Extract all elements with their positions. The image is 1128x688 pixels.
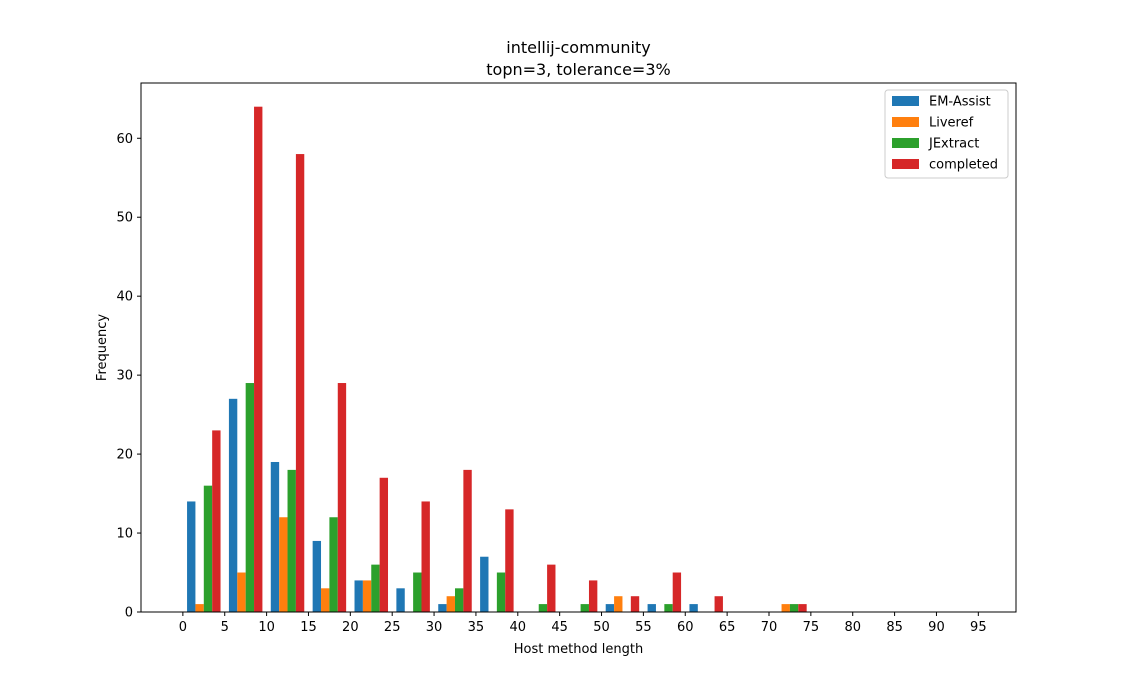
bar-jextract-5 <box>245 383 255 612</box>
bar-jextract-40 <box>538 604 548 612</box>
bar-jextract-70 <box>789 604 799 612</box>
bar-liveref-30 <box>446 596 455 612</box>
x-tick-label: 55 <box>635 620 652 635</box>
bar-em-assist-20 <box>354 580 363 612</box>
legend-label-jextract: JExtract <box>928 137 979 152</box>
y-tick-label: 30 <box>116 369 133 384</box>
y-tick-label: 40 <box>116 290 133 305</box>
chart-subtitle: topn=3, tolerance=3% <box>486 60 670 79</box>
bar-liveref-70 <box>781 604 790 612</box>
bar-jextract-20 <box>371 564 380 612</box>
bar-jextract-55 <box>664 604 673 612</box>
bar-liveref-15 <box>321 588 330 612</box>
legend: EM-Assist Liveref JExtract completed <box>884 89 1009 179</box>
bar-jextract-10 <box>287 469 296 612</box>
legend-label-completed: completed <box>929 158 998 173</box>
x-tick-label: 60 <box>677 620 694 635</box>
bar-jextract-45 <box>580 604 589 612</box>
legend-swatch-jextract <box>892 138 919 148</box>
y-axis-ticks: 0 10 20 30 40 50 60 <box>116 132 141 621</box>
bar-liveref-5 <box>237 572 246 612</box>
legend-label-liveref: Liveref <box>929 116 974 131</box>
legend-swatch-em-assist <box>892 96 919 106</box>
bar-em-assist-10 <box>270 461 280 612</box>
legend-swatch-liveref <box>892 117 919 127</box>
bar-jextract-30 <box>455 588 464 612</box>
legend-swatch-completed <box>892 159 919 169</box>
bars-group <box>187 106 807 612</box>
bar-completed-10 <box>295 154 305 612</box>
bar-jextract-15 <box>329 517 338 612</box>
bar-completed-20 <box>379 477 389 612</box>
bar-jextract-25 <box>413 572 422 612</box>
y-axis-label: Frequency <box>95 314 110 381</box>
bar-completed-0 <box>212 430 221 612</box>
bar-completed-60 <box>714 596 723 612</box>
bar-jextract-35 <box>496 572 506 612</box>
x-tick-label: 10 <box>258 620 275 635</box>
y-tick-label: 20 <box>116 448 133 463</box>
x-axis-label: Host method length <box>514 642 644 657</box>
x-tick-label: 80 <box>844 620 861 635</box>
x-tick-label: 75 <box>803 620 820 635</box>
chart-title: intellij-community <box>506 38 650 57</box>
y-tick-label: 10 <box>116 527 133 542</box>
bar-liveref-0 <box>195 604 204 612</box>
legend-box <box>884 89 1009 179</box>
x-tick-label: 20 <box>342 620 359 635</box>
bar-em-assist-35 <box>480 556 489 612</box>
bar-jextract-0 <box>203 485 213 612</box>
bar-em-assist-60 <box>689 604 698 612</box>
bar-completed-5 <box>254 106 263 612</box>
bar-completed-30 <box>463 469 472 612</box>
x-tick-label: 85 <box>886 620 903 635</box>
bar-completed-70 <box>798 604 807 612</box>
bar-em-assist-15 <box>312 540 322 612</box>
bar-completed-40 <box>547 564 556 612</box>
bar-completed-15 <box>337 383 347 612</box>
bar-em-assist-55 <box>647 604 656 612</box>
x-tick-label: 40 <box>510 620 527 635</box>
bar-liveref-20 <box>362 580 372 612</box>
x-tick-label: 35 <box>468 620 485 635</box>
y-tick-label: 50 <box>116 211 133 226</box>
x-tick-label: 90 <box>928 620 945 635</box>
legend-label-em-assist: EM-Assist <box>929 95 991 110</box>
x-tick-label: 25 <box>384 620 401 635</box>
y-tick-label: 0 <box>125 606 133 621</box>
bar-em-assist-50 <box>605 604 615 612</box>
x-tick-label: 15 <box>300 620 317 635</box>
x-tick-label: 70 <box>761 620 778 635</box>
bar-completed-45 <box>588 580 598 612</box>
x-tick-label: 30 <box>426 620 443 635</box>
bar-em-assist-25 <box>396 588 405 612</box>
bar-completed-25 <box>421 501 430 612</box>
x-tick-label: 50 <box>593 620 610 635</box>
bar-liveref-50 <box>614 596 623 612</box>
x-tick-label: 65 <box>719 620 736 635</box>
bar-completed-50 <box>630 596 640 612</box>
y-tick-label: 60 <box>116 132 133 147</box>
bar-em-assist-30 <box>438 604 447 612</box>
x-tick-label: 0 <box>179 620 187 635</box>
bar-em-assist-0 <box>187 501 196 612</box>
x-tick-label: 5 <box>221 620 229 635</box>
x-axis-ticks: 0 5 10 15 20 25 30 35 40 45 50 55 60 65 70 75 80 85 90 95 <box>179 612 987 635</box>
bar-completed-55 <box>672 572 682 612</box>
bar-completed-35 <box>505 509 514 612</box>
bar-liveref-10 <box>279 517 288 612</box>
x-tick-label: 95 <box>970 620 987 635</box>
plot-frame <box>140 82 1017 613</box>
x-tick-label: 45 <box>551 620 568 635</box>
bar-em-assist-5 <box>228 398 238 612</box>
